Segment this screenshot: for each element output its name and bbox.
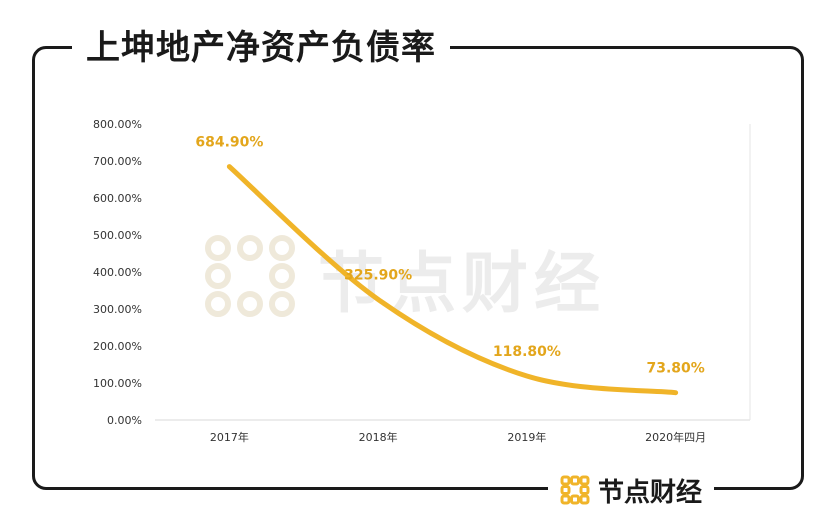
data-labels: 684.90% 325.90% 118.80% 73.80%: [195, 135, 704, 377]
y-tick-label: 300.00%: [93, 303, 142, 316]
y-axis-labels: 0.00% 100.00% 200.00% 300.00% 400.00% 500.00%…: [93, 118, 142, 427]
y-tick-label: 600.00%: [93, 192, 142, 205]
data-label: 118.80%: [493, 344, 561, 360]
data-point: [376, 297, 380, 301]
x-tick-label: 2020年四月: [645, 430, 706, 444]
data-point: [227, 165, 231, 169]
chart-title: 上坤地产净资产负债率: [72, 24, 450, 72]
y-tick-label: 500.00%: [93, 229, 142, 242]
y-tick-label: 200.00%: [93, 340, 142, 353]
brand-name: 节点财经: [598, 477, 703, 508]
y-tick-label: 100.00%: [93, 377, 142, 390]
series-group: [226, 164, 679, 396]
series-line: [226, 164, 679, 396]
data-point: [525, 374, 529, 378]
data-label: 73.80%: [646, 361, 704, 377]
y-tick-label: 700.00%: [93, 155, 142, 168]
y-tick-label: 400.00%: [93, 266, 142, 279]
y-tick-label: 0.00%: [107, 414, 142, 427]
data-label: 325.90%: [344, 267, 412, 283]
x-axis-labels: 2017年 2018年 2019年 2020年四月: [210, 430, 706, 444]
x-tick-label: 2018年: [359, 430, 398, 444]
data-label: 684.90%: [195, 135, 263, 151]
brand-logo-icon: [560, 475, 590, 505]
footer-logo: 节点财经: [548, 468, 715, 512]
y-tick-label: 800.00%: [93, 118, 142, 131]
watermark-logo-icon: [205, 235, 295, 317]
data-point: [674, 391, 678, 395]
x-tick-label: 2019年: [507, 430, 546, 444]
x-tick-label: 2017年: [210, 430, 249, 444]
watermark-text: 节点财经: [318, 245, 606, 322]
